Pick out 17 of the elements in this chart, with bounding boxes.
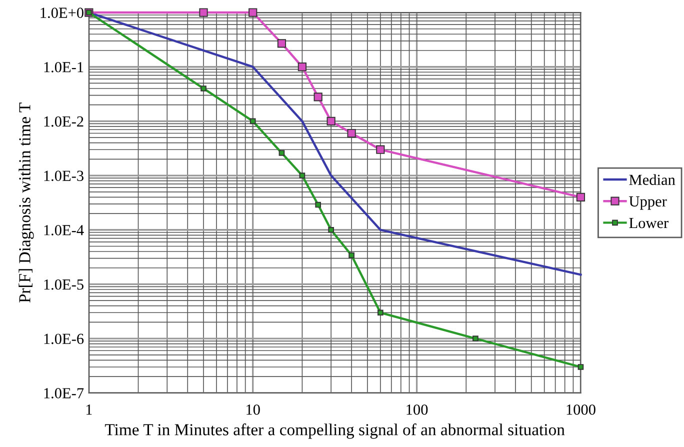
y-tick-label: 1.0E-5 [44, 279, 84, 290]
legend-label: Median [629, 174, 676, 185]
y-axis-title: Pr[F] Diagnosis within time T [18, 102, 34, 303]
y-tick-label: 1.0E-3 [44, 170, 84, 182]
legend-label: Lower [629, 218, 668, 228]
y-tick-label: 1.0E-4 [44, 225, 84, 236]
x-tick-label: 100 [406, 404, 428, 415]
y-tick-label: 1.0E+0 [40, 8, 84, 18]
y-tick-label: 1.0E-7 [44, 388, 84, 398]
x-tick-label: 1 [86, 404, 92, 415]
y-tick-label: 1.0E-2 [44, 116, 84, 127]
x-tick-label: 10 [246, 404, 260, 415]
y-tick-label: 1.0E-1 [44, 62, 84, 72]
x-tick-label: 1000 [566, 404, 596, 415]
legend-label: Upper [629, 196, 667, 210]
x-axis-title: Time T in Minutes after a compelling signal of an abnormal situation [104, 423, 565, 439]
y-tick-label: 1.0E-6 [44, 334, 84, 344]
